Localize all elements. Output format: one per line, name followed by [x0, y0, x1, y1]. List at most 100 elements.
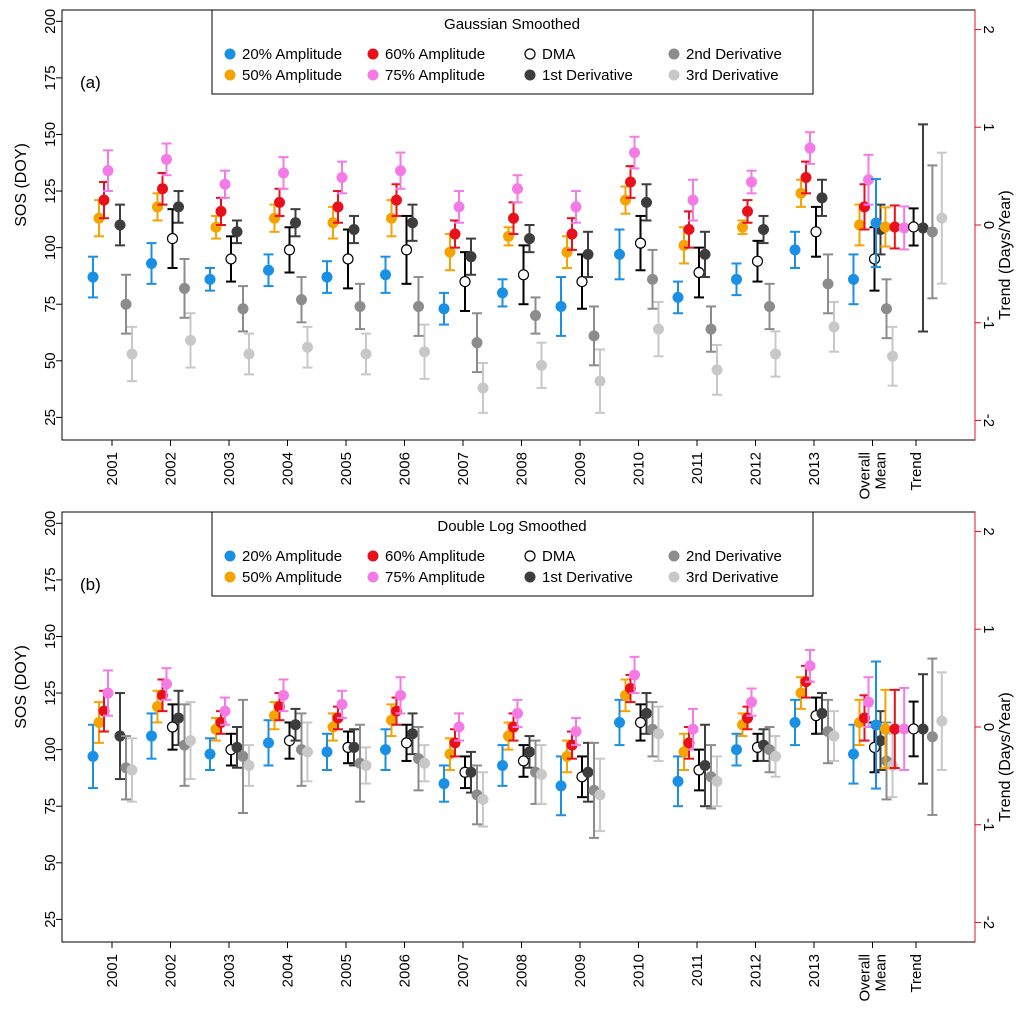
x-tick-label: 2008	[514, 452, 531, 485]
data-point	[566, 228, 578, 240]
data-point	[822, 278, 834, 290]
data-point	[751, 255, 764, 267]
legend-item: 50% Amplitude	[224, 569, 342, 586]
data-point	[336, 698, 348, 710]
legend-box	[211, 511, 814, 597]
data-point	[875, 735, 886, 747]
data-point	[263, 264, 274, 276]
x-tick-label: 2006	[397, 452, 414, 485]
legend-marker	[367, 48, 379, 60]
x-tick-label: 2001	[104, 954, 121, 987]
x-tick-label: 2006	[397, 954, 414, 987]
data-point	[332, 201, 344, 213]
data-point	[225, 253, 237, 265]
data-point	[204, 273, 216, 285]
data-point	[290, 217, 301, 229]
legend-marker	[668, 571, 680, 583]
legend-label: DMA	[542, 46, 575, 63]
legend-label: 50% Amplitude	[242, 569, 342, 586]
data-point	[570, 201, 582, 213]
legend-label: 20% Amplitude	[242, 548, 342, 565]
legend-marker	[668, 550, 680, 562]
data-point	[634, 716, 647, 729]
data-point	[296, 294, 307, 306]
data-point	[477, 382, 489, 394]
x-tick-label: Mean	[873, 452, 890, 490]
x-tick-label: 2011	[689, 452, 706, 484]
right-y-tick-label: -1	[980, 818, 997, 831]
legend-marker	[224, 550, 236, 562]
trend-point	[879, 723, 891, 735]
data-point	[278, 167, 289, 179]
data-point	[419, 346, 430, 358]
legend-label: 50% Amplitude	[242, 67, 342, 84]
data-point	[465, 766, 477, 778]
right-y-tick-label: 2	[980, 527, 997, 535]
legend-item: 75% Amplitude	[367, 569, 485, 586]
trend-point	[870, 719, 882, 731]
data-point	[614, 248, 625, 260]
x-tick-label: 2012	[748, 954, 765, 987]
legend-label: 2nd Derivative	[686, 46, 782, 63]
data-point	[561, 246, 573, 258]
y-tick-label: 50	[42, 352, 59, 369]
y-tick-label: 175	[42, 567, 59, 592]
legend-item: 2nd Derivative	[668, 548, 782, 565]
data-point	[126, 348, 138, 360]
right-y-tick-label: -2	[980, 414, 997, 427]
data-point	[512, 183, 523, 195]
data-point	[887, 350, 898, 362]
data-point	[614, 716, 625, 728]
right-y-tick-label: 0	[980, 221, 997, 229]
data-point	[231, 741, 243, 753]
y-tick-label: 175	[42, 65, 59, 90]
data-point	[764, 300, 775, 312]
y-tick-label: 100	[42, 737, 59, 762]
data-point	[87, 271, 99, 283]
data-point	[672, 291, 684, 303]
legend-marker	[524, 571, 536, 583]
data-point	[497, 287, 508, 299]
trend-point	[889, 221, 901, 233]
data-point	[269, 710, 280, 722]
data-point	[243, 759, 255, 771]
legend-marker	[367, 550, 379, 562]
trend-point	[870, 217, 882, 229]
data-point	[152, 701, 163, 713]
data-point	[653, 728, 664, 740]
data-point	[561, 750, 573, 762]
legend-label: 2nd Derivative	[686, 548, 782, 565]
data-point	[795, 687, 807, 699]
data-point	[800, 171, 812, 183]
legend: Gaussian Smoothed 20% Amplitude 50% Amplit…	[211, 9, 814, 95]
data-point	[848, 748, 859, 760]
x-tick-label: 2010	[631, 954, 648, 987]
data-point	[503, 730, 514, 742]
legend-marker	[224, 571, 236, 583]
x-tick-label: 2005	[338, 954, 355, 987]
right-y-tick-label: 1	[980, 123, 997, 131]
data-point	[395, 165, 406, 177]
y-axis-label: SOS (DOY)	[13, 143, 30, 227]
data-point	[570, 726, 582, 738]
x-tick-label: 2001	[104, 452, 121, 485]
legend-label: 60% Amplitude	[385, 46, 485, 63]
data-point	[386, 714, 397, 726]
y-tick-label: 25	[42, 409, 59, 426]
data-point	[555, 300, 567, 312]
trend-point	[936, 715, 948, 727]
data-point	[126, 764, 138, 776]
data-point	[854, 219, 865, 231]
right-y-axis-label: Trend (Days/Year)	[997, 190, 1014, 320]
data-point	[530, 310, 541, 322]
data-point	[274, 196, 285, 208]
x-tick-label: 2010	[631, 452, 648, 485]
legend-marker	[367, 69, 379, 81]
y-tick-label: 100	[42, 235, 59, 260]
data-point	[512, 707, 523, 719]
data-point	[746, 696, 757, 708]
data-point	[804, 660, 816, 672]
legend-marker	[524, 69, 536, 81]
data-point	[146, 730, 157, 742]
